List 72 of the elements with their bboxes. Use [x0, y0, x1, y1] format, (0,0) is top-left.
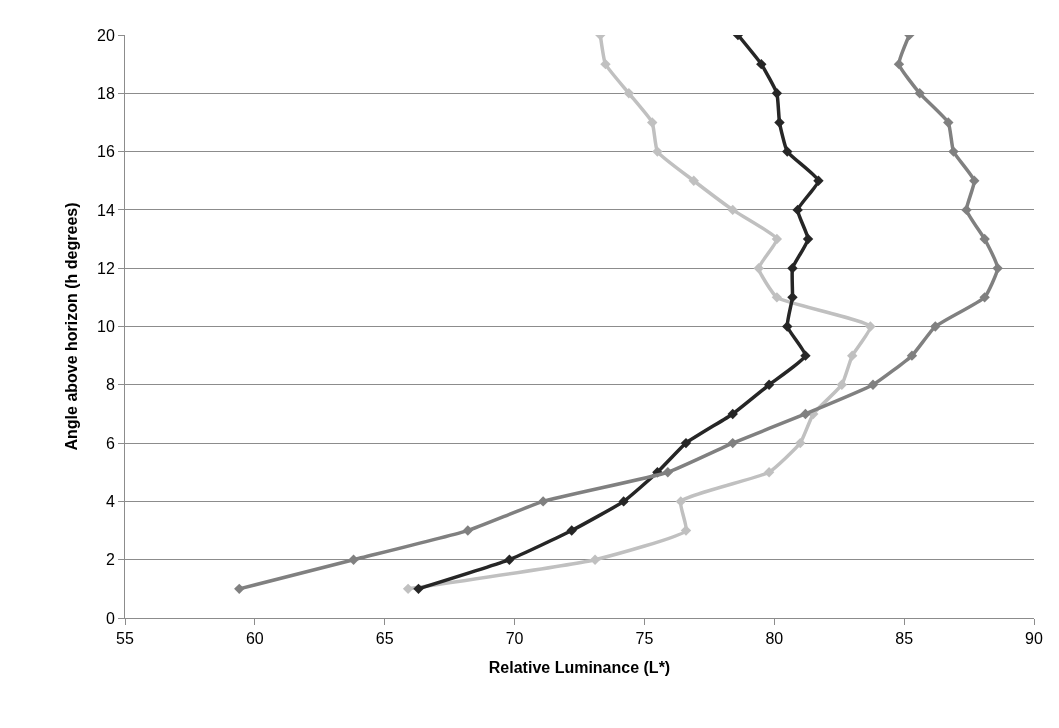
point — [647, 117, 658, 128]
point — [771, 88, 783, 99]
x-tick-label: 80 — [765, 630, 784, 648]
point — [763, 467, 775, 478]
x-axis-title: Relative Luminance (L*) — [488, 658, 671, 676]
x-tick-label: 60 — [245, 630, 264, 648]
point — [930, 321, 941, 332]
point — [727, 408, 738, 420]
point — [234, 583, 245, 595]
point — [969, 175, 980, 186]
point — [680, 525, 692, 536]
point — [652, 146, 663, 157]
x-tick-label: 90 — [1025, 630, 1043, 648]
point — [688, 175, 699, 186]
x-tick-label: 75 — [635, 630, 654, 648]
point — [771, 233, 783, 245]
point — [774, 117, 785, 128]
point — [948, 146, 959, 157]
point — [992, 263, 1003, 274]
point — [979, 292, 990, 303]
point — [413, 583, 424, 595]
point — [865, 321, 876, 332]
point — [763, 379, 775, 390]
point — [961, 204, 972, 216]
point — [813, 175, 824, 186]
point — [727, 204, 738, 216]
y-tick-label: 16 — [97, 143, 115, 161]
x-tick-label: 65 — [375, 630, 394, 648]
point — [800, 350, 811, 361]
y-tick-label: 2 — [105, 551, 115, 569]
y-tick-label: 4 — [105, 493, 115, 510]
x-tick-label: 70 — [505, 630, 524, 648]
point — [787, 292, 798, 303]
point — [348, 554, 359, 565]
point — [623, 88, 635, 99]
point — [847, 350, 858, 361]
point — [618, 496, 629, 507]
x-tick-label: 55 — [116, 630, 134, 648]
point — [662, 467, 673, 478]
point — [792, 204, 803, 216]
point — [787, 263, 798, 274]
y-tick-label: 6 — [105, 434, 115, 452]
y-tick-label: 0 — [105, 609, 115, 627]
point — [782, 321, 793, 332]
point — [906, 350, 918, 361]
point — [914, 88, 925, 99]
point — [782, 146, 793, 157]
y-tick-label: 10 — [97, 318, 115, 336]
y-tick-label: 14 — [97, 201, 115, 219]
point — [537, 496, 549, 507]
point — [943, 117, 954, 128]
point — [727, 437, 738, 449]
point — [795, 437, 806, 449]
y-tick-label: 12 — [97, 259, 115, 277]
point — [504, 554, 515, 565]
y-axis-title: Angle above horizon (h degrees) — [62, 202, 80, 451]
point — [756, 58, 767, 70]
point — [753, 263, 764, 274]
point — [462, 525, 474, 536]
point — [979, 233, 990, 245]
y-tick-label: 8 — [105, 376, 115, 394]
point — [802, 233, 814, 245]
point — [867, 379, 879, 390]
y-tick-label: 18 — [97, 84, 115, 102]
point — [800, 408, 811, 420]
point — [680, 437, 692, 449]
point — [600, 58, 611, 70]
point — [566, 525, 577, 536]
x-tick-label: 85 — [895, 630, 914, 648]
point — [771, 292, 783, 303]
point — [836, 379, 848, 390]
y-tick-label: 20 — [97, 26, 115, 44]
